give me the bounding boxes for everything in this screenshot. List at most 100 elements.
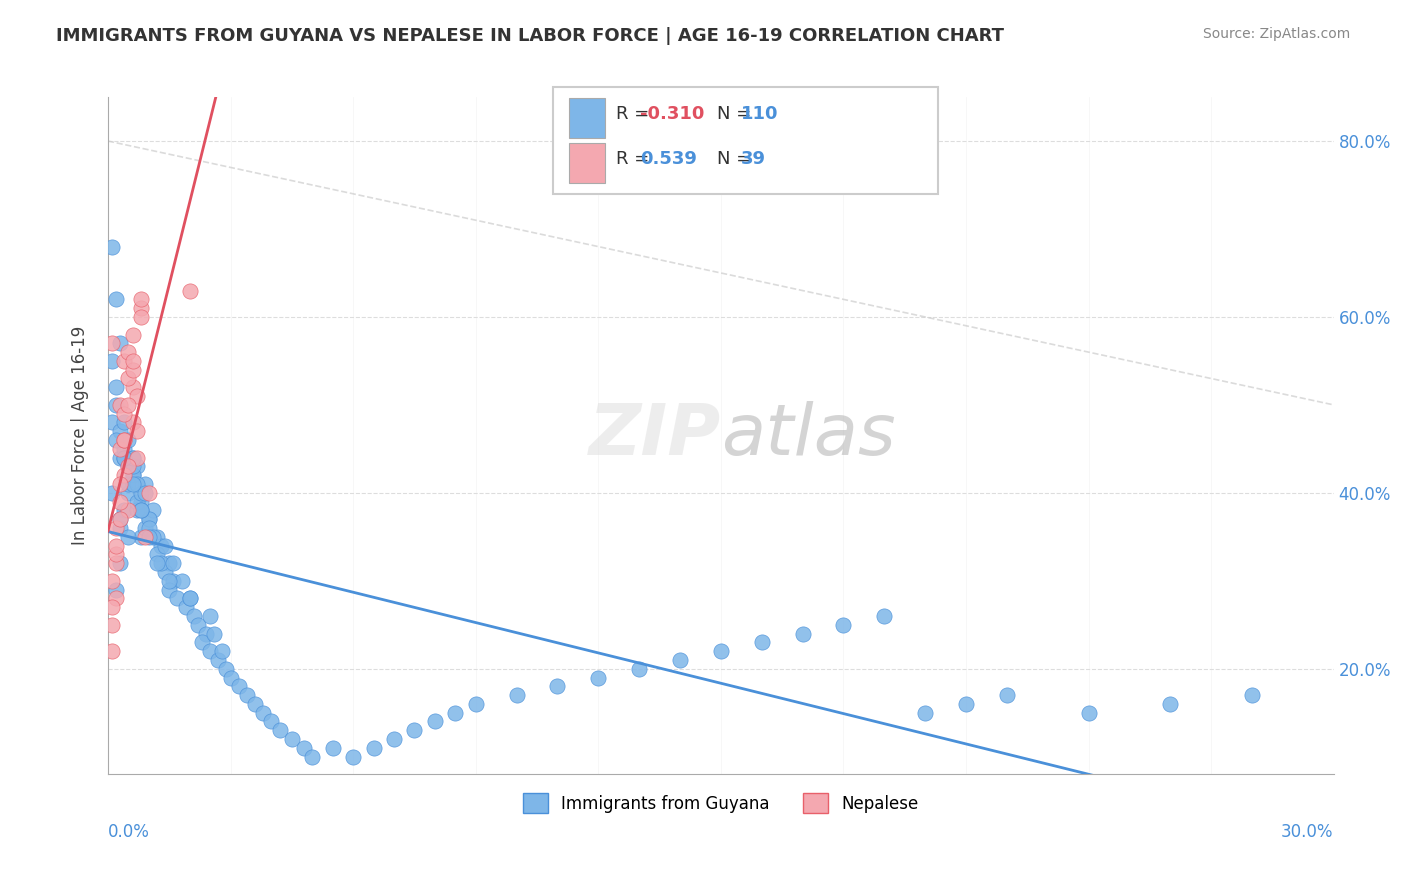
- Point: [179, 591, 201, 606]
- Point: [125, 503, 148, 517]
- Text: atlas: atlas: [721, 401, 896, 470]
- Point: [110, 477, 132, 491]
- Point: [134, 530, 156, 544]
- Point: [121, 450, 143, 465]
- Point: [117, 433, 139, 447]
- Text: R =: R =: [616, 105, 655, 123]
- Point: [112, 503, 135, 517]
- Text: ZIP: ZIP: [589, 401, 721, 470]
- Point: [207, 653, 229, 667]
- Point: [211, 644, 233, 658]
- Point: [112, 416, 135, 430]
- Point: [363, 740, 385, 755]
- Point: [1240, 688, 1263, 702]
- Point: [112, 433, 135, 447]
- Point: [121, 477, 143, 491]
- Point: [236, 688, 259, 702]
- Point: [121, 468, 143, 483]
- Point: [243, 697, 266, 711]
- Point: [117, 477, 139, 491]
- Point: [546, 679, 568, 693]
- Point: [157, 582, 180, 597]
- Point: [101, 574, 124, 588]
- Point: [117, 345, 139, 359]
- Point: [121, 354, 143, 368]
- Point: [153, 539, 176, 553]
- Point: [105, 548, 128, 562]
- Point: [191, 635, 214, 649]
- Point: [105, 521, 128, 535]
- Point: [138, 512, 160, 526]
- Point: [170, 574, 193, 588]
- Point: [146, 548, 169, 562]
- Point: [1077, 706, 1099, 720]
- Point: [873, 609, 896, 624]
- Point: [110, 521, 132, 535]
- Point: [101, 336, 124, 351]
- Y-axis label: In Labor Force | Age 16-19: In Labor Force | Age 16-19: [72, 326, 89, 545]
- Point: [110, 512, 132, 526]
- Point: [101, 416, 124, 430]
- Point: [404, 723, 426, 738]
- Point: [117, 530, 139, 544]
- Point: [179, 591, 201, 606]
- Text: Source: ZipAtlas.com: Source: ZipAtlas.com: [1202, 27, 1350, 41]
- Point: [105, 582, 128, 597]
- Point: [101, 485, 124, 500]
- Point: [117, 398, 139, 412]
- Point: [134, 477, 156, 491]
- Point: [110, 556, 132, 570]
- Point: [138, 485, 160, 500]
- Text: N =: N =: [717, 105, 756, 123]
- Point: [751, 635, 773, 649]
- Point: [153, 565, 176, 579]
- Point: [105, 398, 128, 412]
- Point: [110, 424, 132, 438]
- Point: [162, 556, 184, 570]
- Point: [198, 609, 221, 624]
- Point: [117, 459, 139, 474]
- Point: [101, 354, 124, 368]
- Point: [150, 539, 173, 553]
- Point: [121, 362, 143, 376]
- Point: [125, 424, 148, 438]
- Text: N =: N =: [717, 150, 756, 168]
- Point: [101, 239, 124, 253]
- Point: [142, 530, 165, 544]
- Legend: Immigrants from Guyana, Nepalese: Immigrants from Guyana, Nepalese: [516, 787, 925, 820]
- Point: [101, 617, 124, 632]
- Point: [187, 617, 209, 632]
- Point: [219, 671, 242, 685]
- Point: [505, 688, 527, 702]
- Point: [832, 617, 855, 632]
- Point: [121, 450, 143, 465]
- Point: [110, 336, 132, 351]
- Point: [129, 503, 152, 517]
- Point: [792, 626, 814, 640]
- Point: [228, 679, 250, 693]
- Point: [101, 644, 124, 658]
- Point: [1159, 697, 1181, 711]
- Point: [995, 688, 1018, 702]
- Point: [138, 530, 160, 544]
- Point: [955, 697, 977, 711]
- Point: [110, 512, 132, 526]
- Point: [125, 450, 148, 465]
- Point: [105, 433, 128, 447]
- Point: [112, 468, 135, 483]
- Point: [121, 468, 143, 483]
- Point: [134, 521, 156, 535]
- Point: [129, 293, 152, 307]
- Point: [112, 442, 135, 456]
- Point: [423, 714, 446, 729]
- Bar: [569, 143, 605, 183]
- Point: [112, 407, 135, 421]
- Point: [112, 450, 135, 465]
- Point: [202, 626, 225, 640]
- Point: [117, 459, 139, 474]
- Point: [166, 591, 188, 606]
- Point: [292, 740, 315, 755]
- Point: [110, 450, 132, 465]
- Point: [125, 459, 148, 474]
- Point: [138, 512, 160, 526]
